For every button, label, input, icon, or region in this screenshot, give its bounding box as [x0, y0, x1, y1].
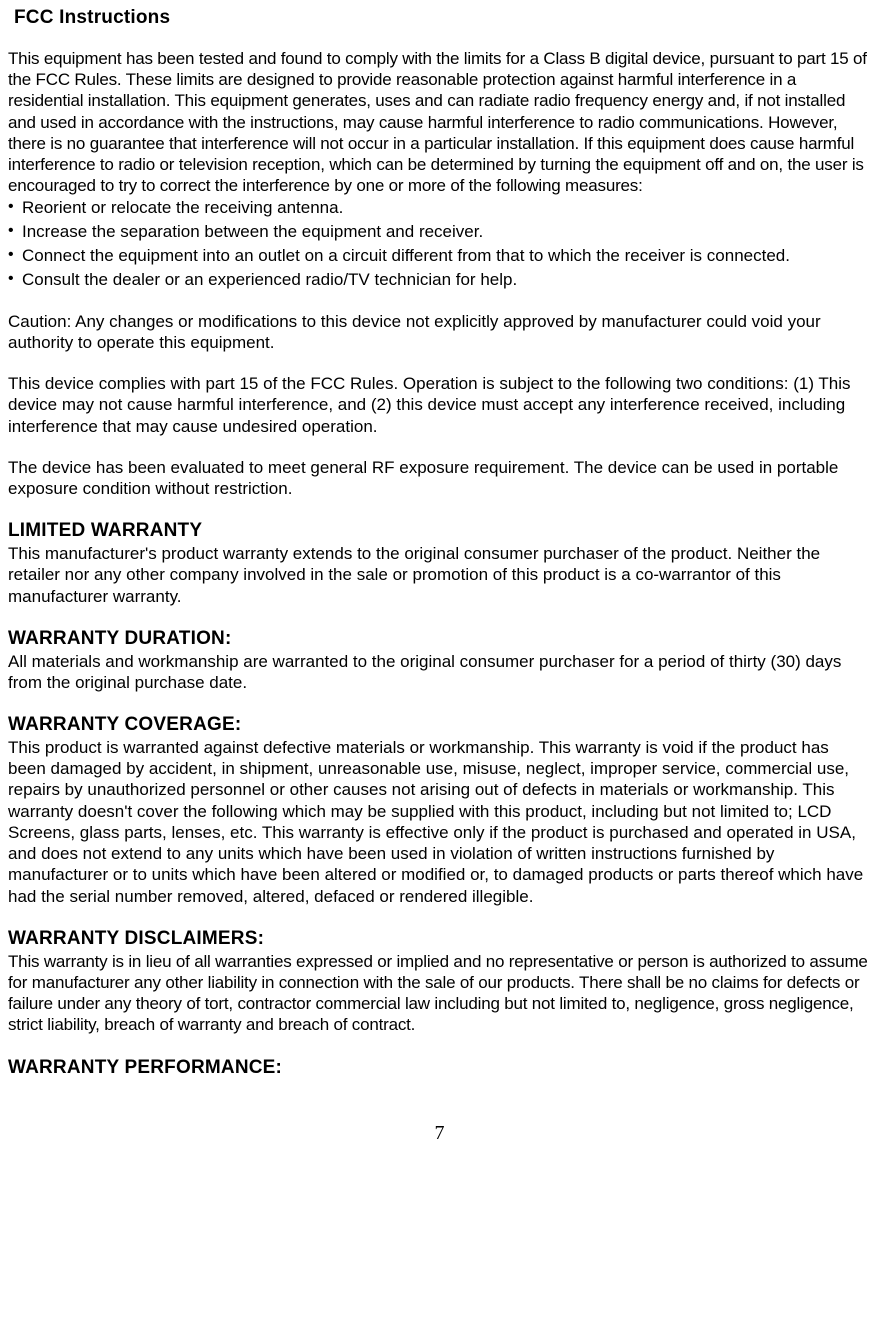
limited-warranty-heading: LIMITED WARRANTY	[8, 519, 871, 543]
bullet-text: Reorient or relocate the receiving anten…	[22, 197, 871, 218]
bullet-text: Connect the equipment into an outlet on …	[22, 245, 871, 266]
limited-warranty-text: This manufacturer's product warranty ext…	[8, 543, 871, 607]
fcc-body: This equipment has been tested and found…	[8, 48, 871, 291]
warranty-duration-heading: WARRANTY DURATION:	[8, 627, 871, 651]
warranty-duration-block: WARRANTY DURATION: All materials and wor…	[8, 627, 871, 693]
warranty-disclaimers-text: This warranty is in lieu of all warranti…	[8, 951, 871, 1036]
warranty-disclaimers-heading: WARRANTY DISCLAIMERS:	[8, 927, 871, 951]
warranty-coverage-text: This product is warranted against defect…	[8, 737, 871, 907]
warranty-performance-heading: WARRANTY PERFORMANCE:	[8, 1056, 871, 1080]
bullet-text: Consult the dealer or an experienced rad…	[22, 269, 871, 290]
bullet-row: • Reorient or relocate the receiving ant…	[8, 197, 871, 218]
bullet-row: • Consult the dealer or an experienced r…	[8, 269, 871, 290]
fcc-caution: Caution: Any changes or modifications to…	[8, 311, 871, 354]
bullet-dot-icon: •	[8, 269, 22, 289]
fcc-heading: FCC Instructions	[14, 6, 871, 30]
bullet-dot-icon: •	[8, 245, 22, 265]
fcc-rf: The device has been evaluated to meet ge…	[8, 457, 871, 500]
bullet-dot-icon: •	[8, 197, 22, 217]
warranty-coverage-heading: WARRANTY COVERAGE:	[8, 713, 871, 737]
fcc-intro: This equipment has been tested and found…	[8, 48, 871, 197]
bullet-text: Increase the separation between the equi…	[22, 221, 871, 242]
warranty-disclaimers-block: WARRANTY DISCLAIMERS: This warranty is i…	[8, 927, 871, 1036]
fcc-compliance: This device complies with part 15 of the…	[8, 373, 871, 437]
warranty-coverage-block: WARRANTY COVERAGE: This product is warra…	[8, 713, 871, 907]
warranty-duration-text: All materials and workmanship are warran…	[8, 651, 871, 694]
warranty-intro-block: LIMITED WARRANTY This manufacturer's pro…	[8, 519, 871, 607]
bullet-dot-icon: •	[8, 221, 22, 241]
page-number: 7	[8, 1121, 871, 1146]
bullet-row: • Increase the separation between the eq…	[8, 221, 871, 242]
bullet-row: • Connect the equipment into an outlet o…	[8, 245, 871, 266]
